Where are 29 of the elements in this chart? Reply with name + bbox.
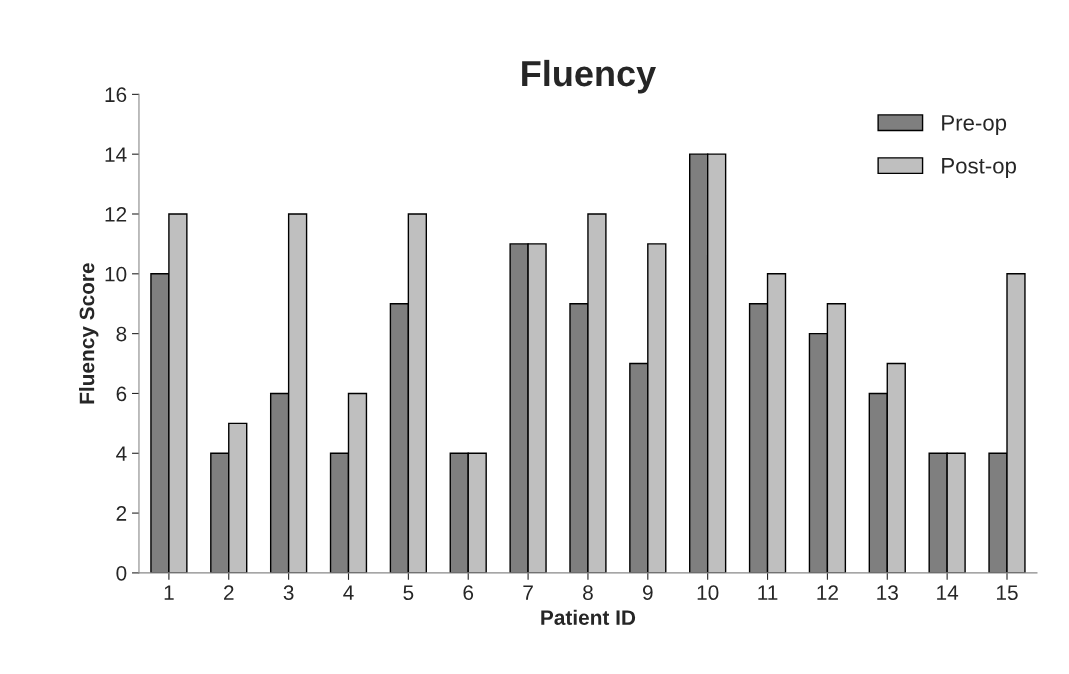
x-tick-label: 1	[164, 585, 174, 600]
y-tick-label: 4	[116, 446, 127, 461]
y-tick-label: 0	[116, 565, 127, 581]
x-tick-label: 9	[643, 585, 653, 601]
x-axis-title: Patient ID	[541, 609, 636, 625]
y-tick-label: 16	[105, 87, 127, 103]
x-tick-label: 5	[403, 585, 414, 601]
y-tick-label: 10	[105, 266, 127, 282]
legend-label: Post-op	[942, 158, 1016, 179]
x-tick-label: 3	[283, 585, 294, 601]
x-tick-label: 15	[997, 585, 1018, 601]
y-tick-label: 12	[105, 207, 127, 222]
legend-label: Pre-op	[942, 115, 1007, 136]
x-tick-label: 4	[343, 585, 354, 600]
x-tick-label: 10	[697, 585, 719, 601]
x-tick-label: 11	[758, 585, 778, 600]
y-tick-label: 8	[116, 326, 127, 342]
y-axis-title: Fluency Score	[79, 263, 99, 404]
y-tick-label: 2	[116, 506, 127, 521]
y-tick-label: 14	[105, 147, 127, 162]
x-tick-label: 13	[877, 585, 898, 601]
y-tick-label: 6	[116, 386, 127, 402]
x-tick-label: 2	[224, 585, 234, 600]
x-tick-label: 14	[937, 585, 959, 600]
x-tick-label: 7	[523, 585, 533, 600]
x-tick-label: 12	[817, 585, 838, 600]
chart-title: Fluency	[522, 59, 656, 94]
x-tick-label: 8	[583, 585, 593, 601]
x-tick-label: 6	[463, 585, 474, 601]
